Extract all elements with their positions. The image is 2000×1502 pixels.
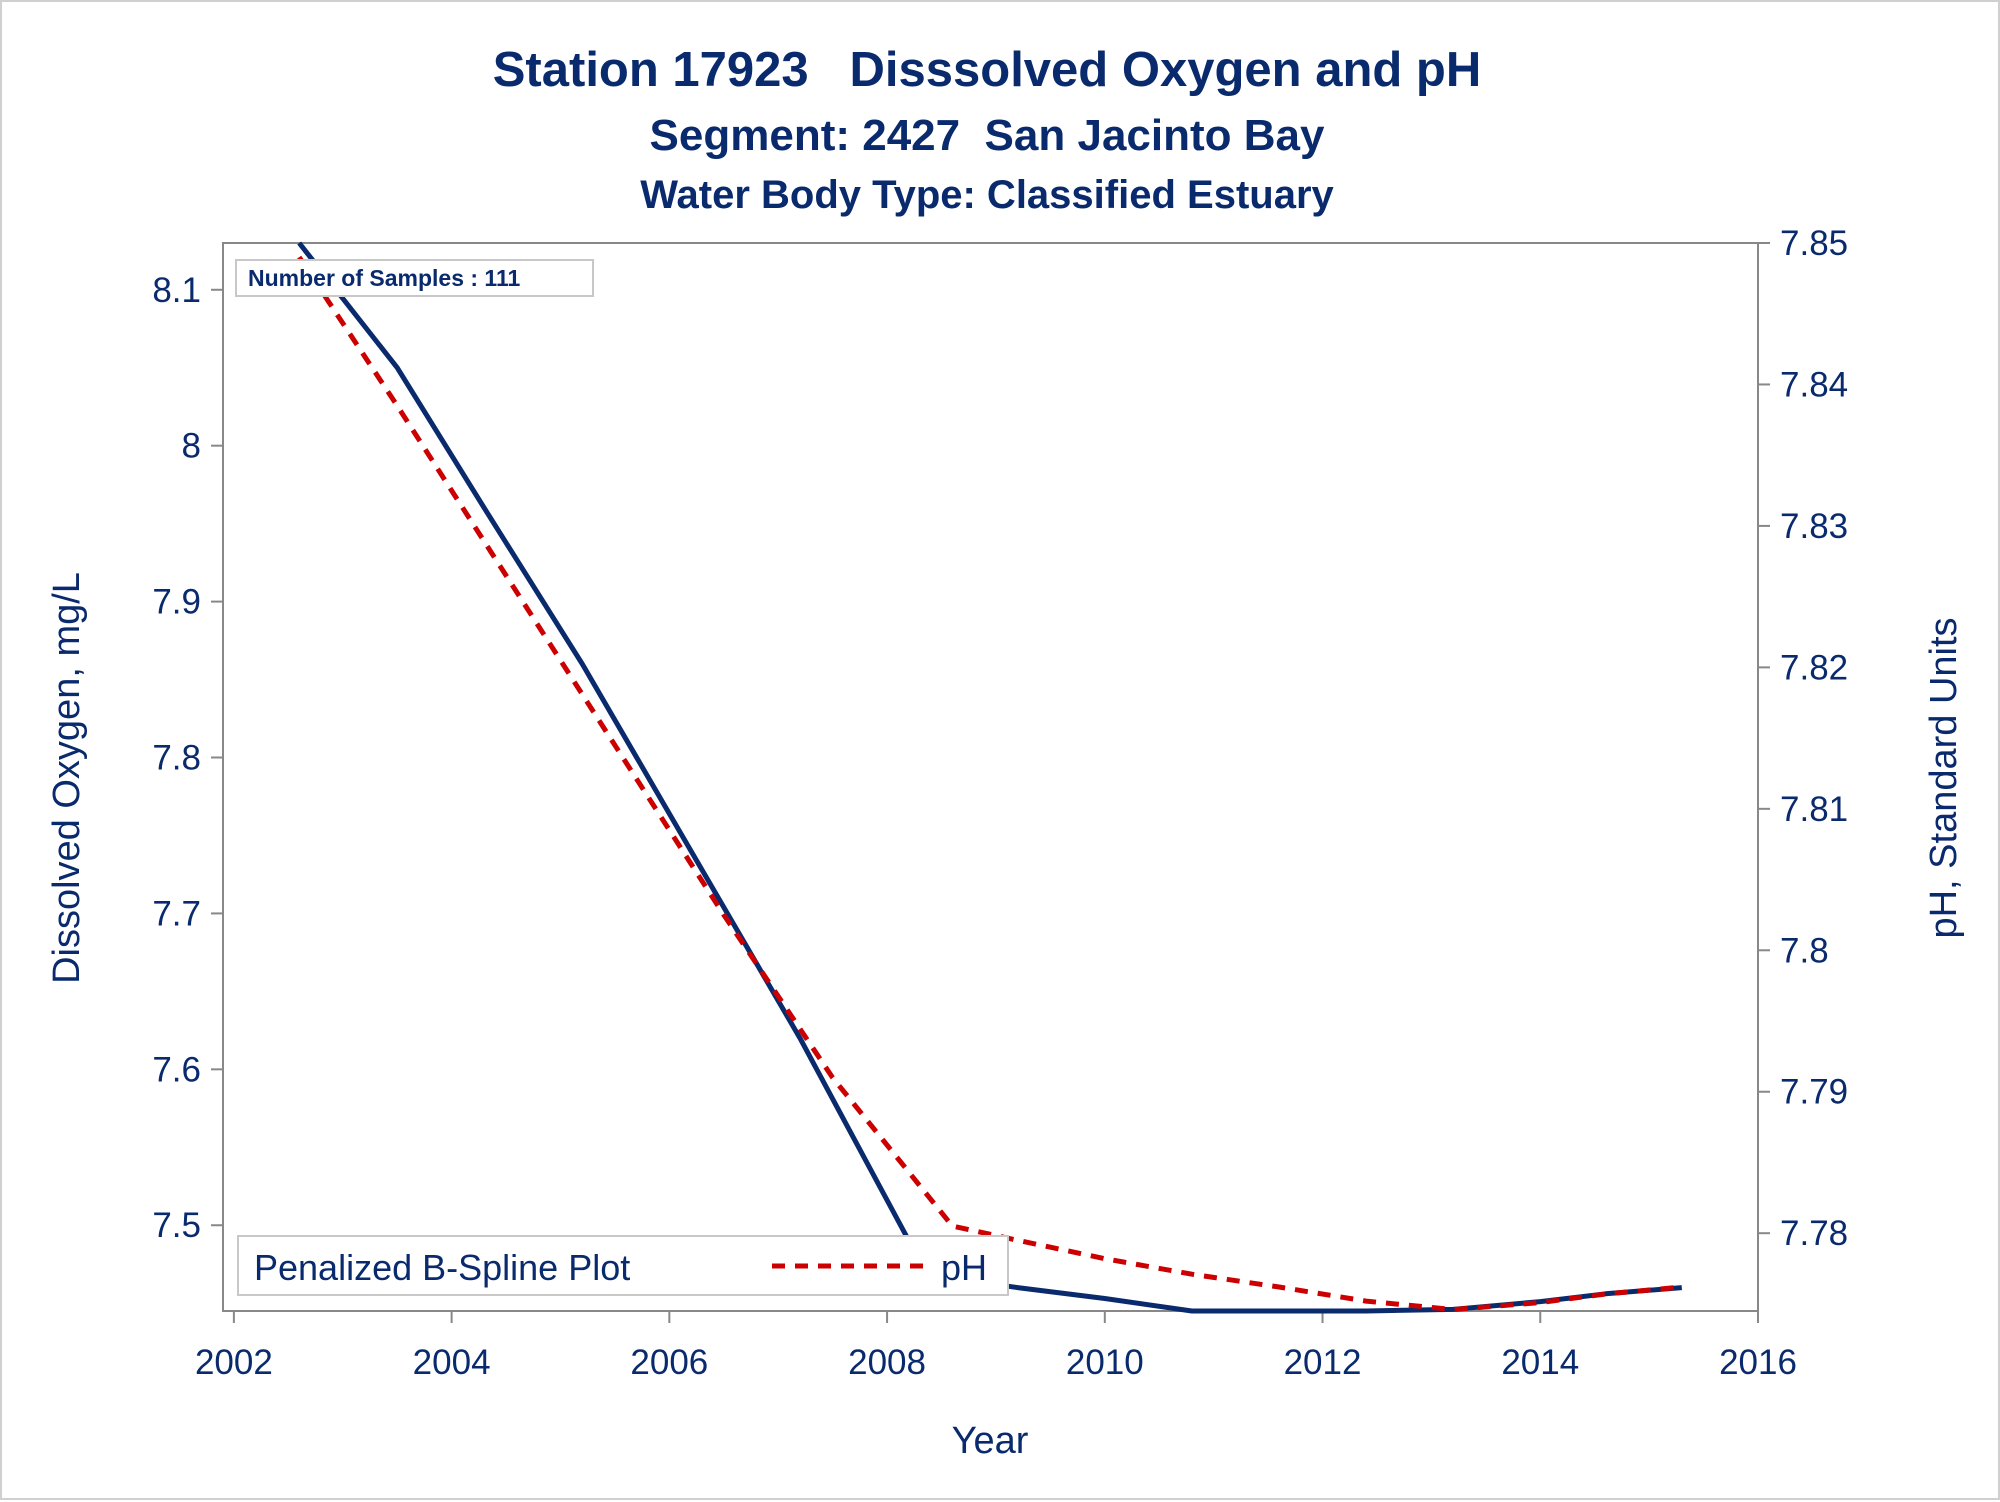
y-tick-label: 7.9 [152,583,201,622]
x-axis: 2002 2004 2006 2008 2010 2012 2014 2016 [195,1311,1797,1382]
y-axis-right: 7.78 7.79 7.8 7.81 7.82 7.83 7.84 7.85 [1758,224,1848,1253]
series-group [297,241,1683,1314]
sample-count-label: Number of Samples : 111 [248,265,520,291]
y2-tick-label: 7.8 [1780,931,1829,970]
y2-tick-label: 7.79 [1780,1073,1848,1112]
y-tick-label: 7.8 [152,739,201,778]
y2-tick-label: 7.82 [1780,648,1848,687]
x-axis-label: Year [952,1420,1029,1462]
y2-tick-label: 7.84 [1780,365,1848,404]
dissolved-oxygen-series-line [297,241,1683,1314]
y2-tick-label: 7.85 [1780,224,1848,263]
y-axis-label: Dissolved Oxygen, mg/L [46,572,88,984]
y2-tick-label: 7.81 [1780,790,1848,829]
ph-series-line [297,255,1683,1313]
chart-title: Station 17923 Disssolved Oxygen and pH [493,43,1482,97]
x-tick-label: 2012 [1284,1343,1362,1382]
legend-ph-label: pH [941,1247,987,1288]
y2-axis-label: pH, Standard Units [1923,617,1965,938]
x-tick-label: 2008 [848,1343,926,1382]
y-tick-label: 7.7 [152,894,201,933]
x-tick-label: 2014 [1501,1343,1579,1382]
chart-subtitle-water-body: Water Body Type: Classified Estuary [640,173,1334,217]
y-tick-label: 8 [182,427,201,466]
chart-subtitle-segment: Segment: 2427 San Jacinto Bay [650,111,1325,160]
legend-title: Penalized B-Spline Plot [254,1247,630,1288]
x-tick-label: 2004 [413,1343,491,1382]
y2-tick-label: 7.78 [1780,1214,1848,1253]
x-tick-label: 2006 [630,1343,708,1382]
x-tick-label: 2016 [1719,1343,1797,1382]
y-tick-label: 8.1 [152,271,201,310]
legend-box [237,1235,1009,1296]
y-axis-left: 7.5 7.6 7.7 7.8 7.9 8 8.1 [152,271,223,1245]
y-tick-label: 7.6 [152,1050,201,1089]
y-tick-label: 7.5 [152,1206,201,1245]
x-tick-label: 2002 [195,1343,273,1382]
plot-area [222,242,1759,1312]
x-tick-label: 2010 [1066,1343,1144,1382]
sample-count-box [235,259,594,297]
y2-tick-label: 7.83 [1780,507,1848,546]
